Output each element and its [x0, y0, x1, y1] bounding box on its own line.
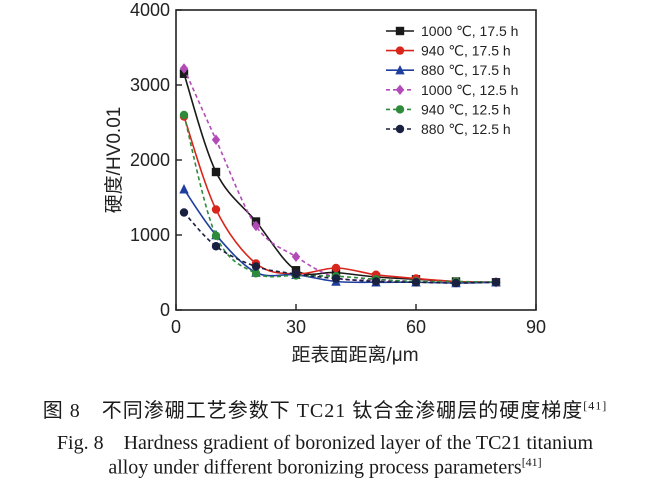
- data-point-circle: [331, 263, 341, 273]
- data-point-circle: [251, 269, 261, 278]
- y-tick-label: 3000: [130, 75, 170, 95]
- caption-chinese-text: 图 8 不同渗硼工艺参数下 TC21 钛合金渗硼层的硬度梯度: [42, 400, 584, 422]
- caption-english-line2: alloy under different boronizing process…: [0, 455, 650, 480]
- data-point-circle: [395, 105, 405, 114]
- y-tick-label: 2000: [130, 150, 170, 170]
- series-5: [179, 110, 501, 287]
- legend-label: 940 ℃, 12.5 h: [421, 101, 511, 117]
- chart-series: [179, 63, 501, 288]
- x-tick-label: 90: [526, 317, 546, 337]
- data-point-triangle: [179, 184, 189, 194]
- legend-label: 940 ℃, 17.5 h: [421, 43, 511, 59]
- data-point-square: [395, 26, 405, 36]
- data-point-diamond: [179, 63, 189, 74]
- data-point-circle: [411, 278, 421, 287]
- data-point-triangle: [395, 65, 405, 75]
- caption-chinese: 图 8 不同渗硼工艺参数下 TC21 钛合金渗硼层的硬度梯度[41]: [0, 394, 650, 423]
- data-point-circle: [179, 110, 189, 120]
- data-point-circle: [211, 205, 221, 214]
- data-point-circle: [395, 124, 405, 134]
- x-tick-label: 60: [406, 317, 426, 337]
- chart-legend: 1000 ℃, 17.5 h 940 ℃, 17.5 h 880 ℃, 17.5 h…: [386, 23, 518, 137]
- data-point-circle: [491, 278, 501, 287]
- series-line: [183, 211, 497, 284]
- series-line: [183, 114, 497, 284]
- legend-entry-1: 1000 ℃, 17.5 h: [386, 23, 518, 39]
- legend-entry-6: 880 ℃, 12.5 h: [386, 121, 511, 137]
- chart-axes: 0 30 60 90 0 1000 2000 3000 4000: [130, 0, 546, 337]
- legend-label: 880 ℃, 12.5 h: [421, 121, 511, 137]
- y-tick-label: 4000: [130, 0, 170, 20]
- caption-english-line2-text: alloy under different boronizing process…: [108, 456, 522, 479]
- legend-entry-5: 940 ℃, 12.5 h: [386, 101, 511, 117]
- data-point-diamond: [395, 84, 405, 95]
- x-tick-label: 0: [171, 317, 181, 337]
- x-axis-label: 距表面距离/μm: [291, 344, 418, 366]
- data-point-circle: [251, 262, 261, 271]
- y-tick-label: 0: [160, 300, 170, 320]
- data-point-circle: [451, 278, 461, 288]
- legend-entry-3: 880 ℃, 17.5 h: [386, 62, 511, 78]
- data-point-diamond: [211, 134, 221, 145]
- data-point-circle: [395, 46, 405, 55]
- caption-ref-zh: [41]: [583, 398, 608, 413]
- data-point-circle: [179, 208, 189, 217]
- data-point-square: [211, 167, 221, 177]
- series-line: [183, 116, 497, 284]
- data-point-circle: [211, 231, 221, 240]
- legend-label: 1000 ℃, 17.5 h: [421, 23, 518, 39]
- data-point-circle: [291, 269, 301, 279]
- y-tick-label: 1000: [130, 225, 170, 245]
- data-point-square: [179, 69, 189, 78]
- legend-label: 880 ℃, 17.5 h: [421, 62, 511, 78]
- caption-ref-en: [41]: [521, 455, 542, 469]
- data-point-circle: [331, 274, 341, 283]
- series-6: [179, 208, 501, 288]
- hardness-chart: 0 30 60 90 0 1000 2000 3000 4000 1000 ℃, 17.5 h 9…: [103, 0, 546, 366]
- legend-label: 1000 ℃, 12.5 h: [421, 82, 518, 98]
- y-axis-label: 硬度/HV0.01: [103, 107, 125, 214]
- caption-english-line1: Fig. 8 Hardness gradient of boronized la…: [56, 432, 594, 454]
- data-point-diamond: [291, 251, 301, 262]
- data-point-circle: [371, 277, 381, 286]
- data-point-circle: [211, 242, 221, 251]
- legend-entry-2: 940 ℃, 17.5 h: [386, 43, 511, 59]
- legend-entry-4: 1000 ℃, 12.5 h: [386, 82, 518, 98]
- data-point-diamond: [251, 220, 261, 232]
- series-2: [179, 112, 501, 287]
- x-tick-label: 30: [286, 317, 306, 337]
